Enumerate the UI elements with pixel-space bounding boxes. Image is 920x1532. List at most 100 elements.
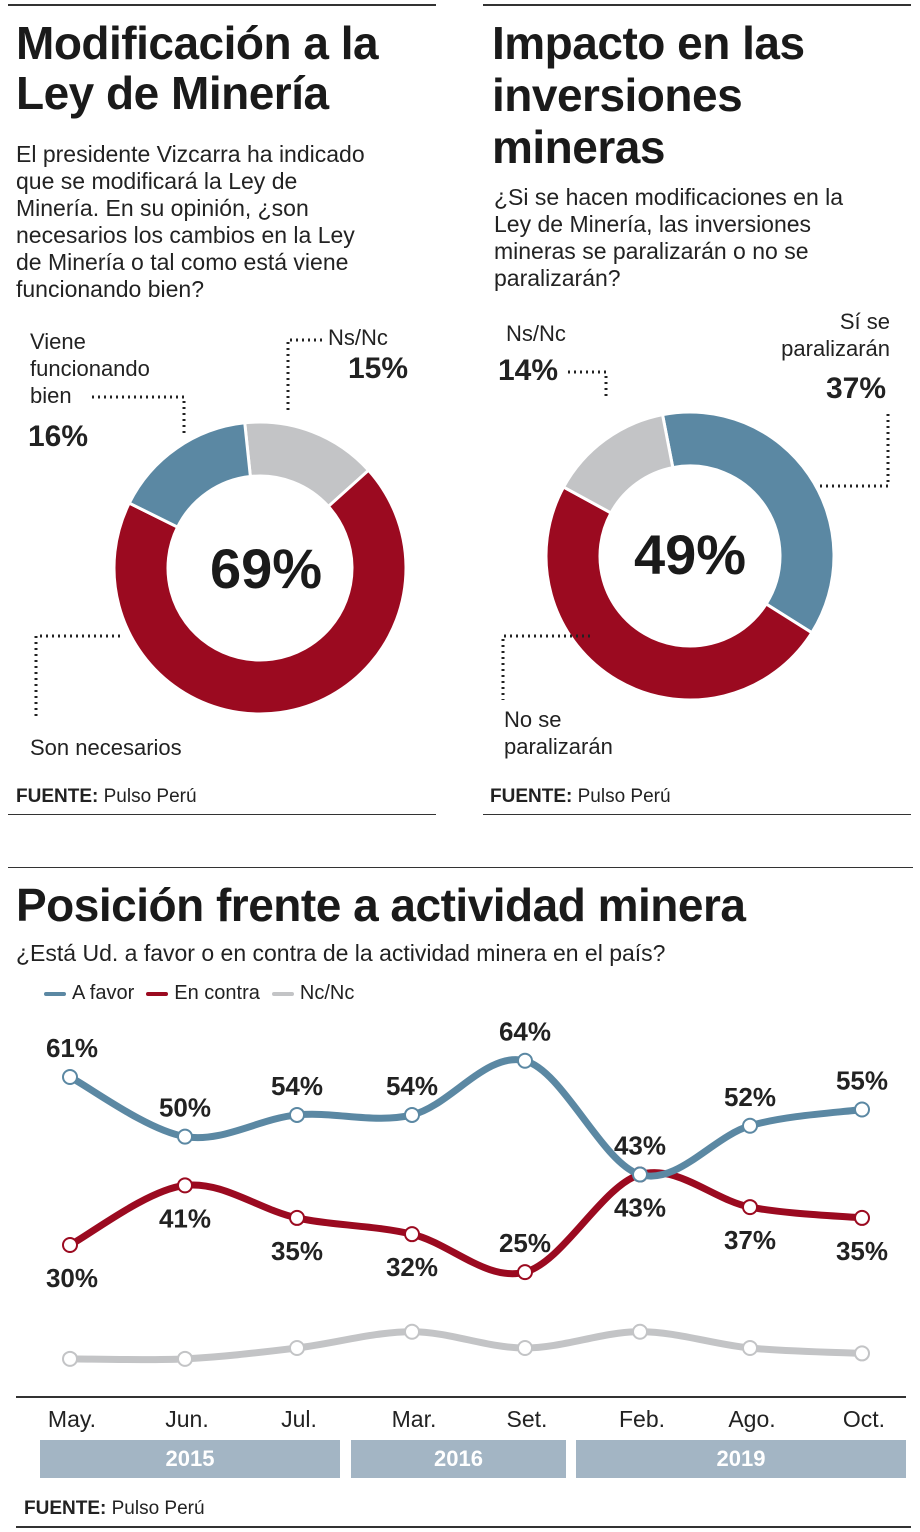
x-axis-line bbox=[16, 1396, 906, 1398]
donut2-center-value: 49% bbox=[634, 523, 747, 586]
donut-slice-s-se-paralizar-n bbox=[660, 410, 836, 635]
leader-line bbox=[286, 338, 322, 412]
series-line-nc-nc bbox=[66, 1328, 866, 1364]
legend-swatch-a-favor bbox=[44, 991, 66, 996]
data-point-en-contra bbox=[289, 1209, 305, 1226]
data-label-en-contra: 35% bbox=[836, 1236, 888, 1266]
label-line: funcionando bbox=[30, 356, 150, 381]
source-name: Pulso Perú bbox=[577, 786, 671, 807]
x-tick-label: Set. bbox=[506, 1406, 548, 1432]
donut-slice-son-necesarios bbox=[112, 468, 408, 716]
line-chart-source: FUENTE: Pulso Perú bbox=[24, 1498, 205, 1520]
source-label: FUENTE: bbox=[490, 786, 573, 807]
q-line: funcionando bien? bbox=[16, 276, 204, 302]
donut1-title-line1: Modificación a la bbox=[16, 17, 379, 69]
q-line: necesarios los cambios en la Ley bbox=[16, 222, 355, 248]
label-line: No se bbox=[504, 707, 562, 732]
data-point-nc-nc bbox=[177, 1350, 193, 1367]
data-label-a-favor: 50% bbox=[159, 1093, 211, 1123]
label-line: Sí se bbox=[839, 309, 890, 334]
donut2-title-line1: Impacto en las bbox=[492, 17, 805, 69]
year-band-2015: 2015 bbox=[40, 1440, 340, 1478]
q-line: Ley de Minería, las inversiones bbox=[494, 211, 812, 237]
data-point-a-favor bbox=[854, 1101, 870, 1118]
donut1-title-line2: Ley de Minería bbox=[16, 67, 329, 119]
series-line-a-favor bbox=[66, 1056, 866, 1180]
leader-line bbox=[92, 395, 186, 434]
data-label-en-contra: 43% bbox=[614, 1193, 666, 1223]
data-point-en-contra bbox=[404, 1226, 420, 1243]
leader-line bbox=[568, 370, 608, 398]
donut2-source: FUENTE: Pulso Perú bbox=[490, 786, 671, 808]
data-label-a-favor: 64% bbox=[499, 1017, 551, 1047]
q-line: El presidente Vizcarra ha indicado bbox=[16, 141, 365, 167]
label-si-paralizaran: Sí se paralizarán bbox=[760, 308, 890, 362]
x-tick-label: Feb. bbox=[618, 1406, 666, 1432]
data-point-nc-nc bbox=[404, 1323, 420, 1340]
pct-ns-nc-2: 14% bbox=[498, 354, 559, 387]
source-name: Pulso Perú bbox=[103, 786, 197, 807]
source-label: FUENTE: bbox=[16, 786, 99, 807]
donut2-question: ¿Si se hacen modificaciones en la Ley de… bbox=[494, 184, 843, 292]
source-label: FUENTE: bbox=[24, 1498, 107, 1519]
data-point-a-favor bbox=[62, 1069, 78, 1085]
data-label-a-favor: 61% bbox=[46, 1033, 98, 1063]
data-label-en-contra: 37% bbox=[724, 1225, 776, 1255]
donut-slice-viene-funcionando-bien bbox=[127, 421, 253, 530]
top-rule-left bbox=[8, 4, 436, 6]
donut-slice-no-se-paralizar-n bbox=[544, 485, 814, 702]
label-son-necesarios: Son necesarios bbox=[30, 735, 182, 760]
data-label-en-contra: 30% bbox=[46, 1263, 98, 1293]
donut2-title-line3: mineras bbox=[492, 121, 665, 173]
leader-line bbox=[34, 634, 120, 718]
donut1-center-value: 69% bbox=[210, 537, 323, 600]
q-line: mineras se paralizarán o no se bbox=[494, 238, 809, 264]
data-point-nc-nc bbox=[854, 1345, 870, 1362]
q-line: Minería. En su opinión, ¿son bbox=[16, 195, 309, 221]
divider bbox=[8, 867, 913, 868]
data-point-a-favor bbox=[404, 1106, 420, 1123]
x-tick-label: Mar. bbox=[391, 1406, 437, 1432]
legend-swatch-nc bbox=[271, 991, 294, 996]
divider bbox=[8, 814, 436, 815]
data-label-en-contra: 25% bbox=[499, 1228, 551, 1258]
pct-ns-nc-1: 15% bbox=[348, 352, 409, 385]
data-point-nc-nc bbox=[517, 1340, 533, 1356]
data-point-nc-nc bbox=[742, 1340, 758, 1356]
data-point-en-contra bbox=[62, 1237, 78, 1254]
label-line: paralizarán bbox=[504, 734, 613, 759]
x-tick-label: Ago. bbox=[728, 1406, 776, 1432]
data-label-en-contra: 35% bbox=[271, 1236, 323, 1266]
data-point-nc-nc bbox=[289, 1340, 305, 1356]
data-label-a-favor: 52% bbox=[724, 1082, 776, 1112]
year-band-2016: 2016 bbox=[351, 1440, 566, 1478]
label-line: Viene bbox=[30, 329, 86, 354]
line-chart-subtitle: ¿Está Ud. a favor o en contra de la acti… bbox=[16, 940, 666, 966]
year-band-2019: 2019 bbox=[576, 1440, 906, 1478]
data-point-a-favor bbox=[517, 1052, 533, 1069]
x-tick-label: May. bbox=[47, 1406, 97, 1432]
divider bbox=[483, 814, 911, 815]
data-point-nc-nc bbox=[62, 1350, 78, 1367]
legend-en-contra: En contra bbox=[174, 982, 260, 1004]
pct-si: 37% bbox=[826, 372, 887, 405]
data-point-a-favor bbox=[289, 1106, 305, 1123]
data-label-a-favor: 54% bbox=[386, 1071, 438, 1101]
donut-slice-ns-nc bbox=[561, 412, 675, 515]
label-line: bien bbox=[30, 383, 72, 408]
leader-line bbox=[820, 410, 890, 488]
q-line: ¿Si se hacen modificaciones en la bbox=[494, 184, 844, 210]
legend-swatch-en-contra bbox=[146, 991, 169, 996]
x-tick-label: Oct. bbox=[842, 1406, 886, 1432]
label-line: paralizarán bbox=[781, 336, 890, 361]
data-point-en-contra bbox=[742, 1199, 758, 1216]
top-rule-right bbox=[483, 4, 911, 6]
legend-nc: Nc/Nc bbox=[299, 982, 355, 1004]
donut2-title-line2: inversiones bbox=[492, 69, 743, 121]
source-name: Pulso Perú bbox=[111, 1498, 205, 1519]
label-viene-funcionando: Viene funcionando bien bbox=[30, 328, 150, 409]
x-tick-label: Jul. bbox=[281, 1406, 317, 1432]
data-point-a-favor bbox=[177, 1128, 193, 1145]
data-point-a-favor bbox=[742, 1117, 758, 1134]
data-label-a-favor: 54% bbox=[271, 1071, 323, 1101]
